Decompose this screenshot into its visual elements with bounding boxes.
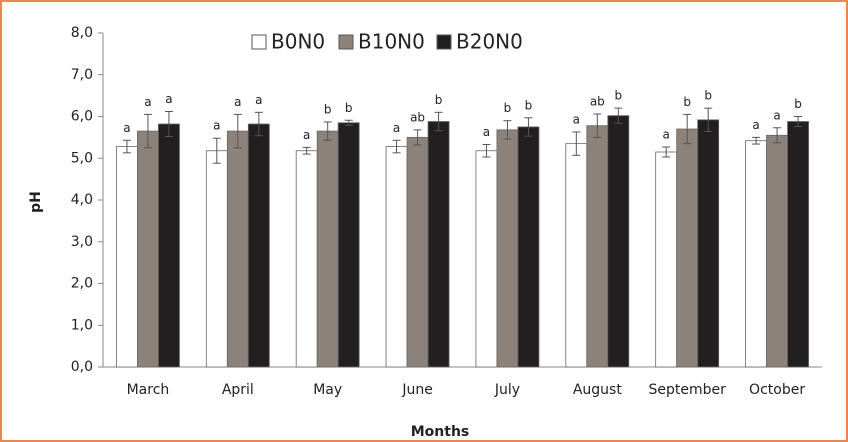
significance-letter: b bbox=[683, 95, 691, 109]
y-tick-label: 7,0 bbox=[71, 67, 93, 83]
significance-letter: a bbox=[213, 119, 220, 133]
x-tick-label: June bbox=[401, 382, 433, 398]
significance-letter: a bbox=[234, 95, 241, 109]
bar bbox=[517, 126, 540, 368]
x-tick-label: October bbox=[749, 382, 805, 398]
legend-label: B20N0 bbox=[456, 30, 523, 54]
bar bbox=[337, 122, 360, 368]
bar bbox=[385, 146, 408, 368]
bar bbox=[586, 125, 609, 368]
bar bbox=[137, 130, 159, 368]
significance-letter: a bbox=[663, 127, 670, 141]
significance-letter: a bbox=[773, 108, 780, 122]
significance-letter: b bbox=[615, 89, 623, 103]
bar bbox=[226, 130, 249, 368]
x-tick-label: July bbox=[494, 382, 520, 398]
significance-letter: b bbox=[704, 89, 712, 103]
significance-letter: a bbox=[393, 121, 400, 135]
x-tick-label: April bbox=[222, 382, 254, 398]
legend-swatch bbox=[338, 34, 354, 50]
y-tick-label: 1,0 bbox=[71, 317, 93, 333]
significance-letter: a bbox=[165, 92, 172, 106]
significance-letter: b bbox=[504, 101, 512, 115]
y-tick-label: 6,0 bbox=[71, 109, 93, 125]
x-tick-label: May bbox=[313, 382, 342, 398]
bar bbox=[116, 146, 138, 368]
significance-letter: a bbox=[303, 128, 310, 142]
y-tick-label: 5,0 bbox=[71, 150, 93, 166]
significance-letter: a bbox=[123, 121, 130, 135]
bar bbox=[655, 151, 678, 368]
significance-letter: b bbox=[525, 98, 533, 112]
bar bbox=[766, 134, 788, 368]
significance-letter: b bbox=[435, 93, 443, 107]
bar bbox=[607, 115, 630, 368]
legend-swatch bbox=[436, 34, 452, 50]
bar bbox=[787, 121, 809, 368]
bar bbox=[205, 150, 228, 368]
bar bbox=[158, 123, 180, 368]
bar bbox=[427, 121, 450, 368]
significance-letter: b bbox=[324, 102, 332, 116]
y-axis-label: pH bbox=[28, 191, 44, 213]
bar bbox=[475, 150, 498, 368]
x-axis-label: Months bbox=[411, 424, 470, 440]
significance-letter: b bbox=[345, 101, 353, 115]
y-tick-label: 4,0 bbox=[71, 192, 93, 208]
bar bbox=[676, 128, 699, 368]
y-tick-label: 8,0 bbox=[71, 25, 93, 41]
legend-swatch bbox=[251, 34, 267, 50]
legend-label: B10N0 bbox=[358, 30, 425, 54]
bar bbox=[316, 130, 339, 368]
legend-label: B0N0 bbox=[271, 30, 325, 54]
bar bbox=[697, 119, 720, 368]
significance-letter: a bbox=[573, 112, 580, 126]
bar bbox=[247, 123, 270, 368]
x-tick-label: March bbox=[127, 382, 170, 398]
bar bbox=[295, 150, 318, 368]
y-tick-label: 0,0 bbox=[71, 359, 93, 375]
significance-letter: ab bbox=[410, 110, 425, 124]
significance-letter: a bbox=[255, 93, 262, 107]
significance-letter: a bbox=[483, 125, 490, 139]
y-tick-label: 3,0 bbox=[71, 234, 93, 250]
x-tick-label: August bbox=[573, 382, 623, 398]
bar bbox=[406, 136, 429, 368]
bar bbox=[745, 140, 767, 368]
significance-letter: a bbox=[752, 118, 759, 132]
bar bbox=[496, 129, 519, 368]
significance-letter: ab bbox=[590, 94, 605, 108]
bar bbox=[565, 143, 588, 368]
significance-letter: a bbox=[144, 95, 151, 109]
x-tick-label: September bbox=[648, 382, 726, 398]
y-tick-label: 2,0 bbox=[71, 276, 93, 292]
significance-letter: b bbox=[794, 97, 802, 111]
